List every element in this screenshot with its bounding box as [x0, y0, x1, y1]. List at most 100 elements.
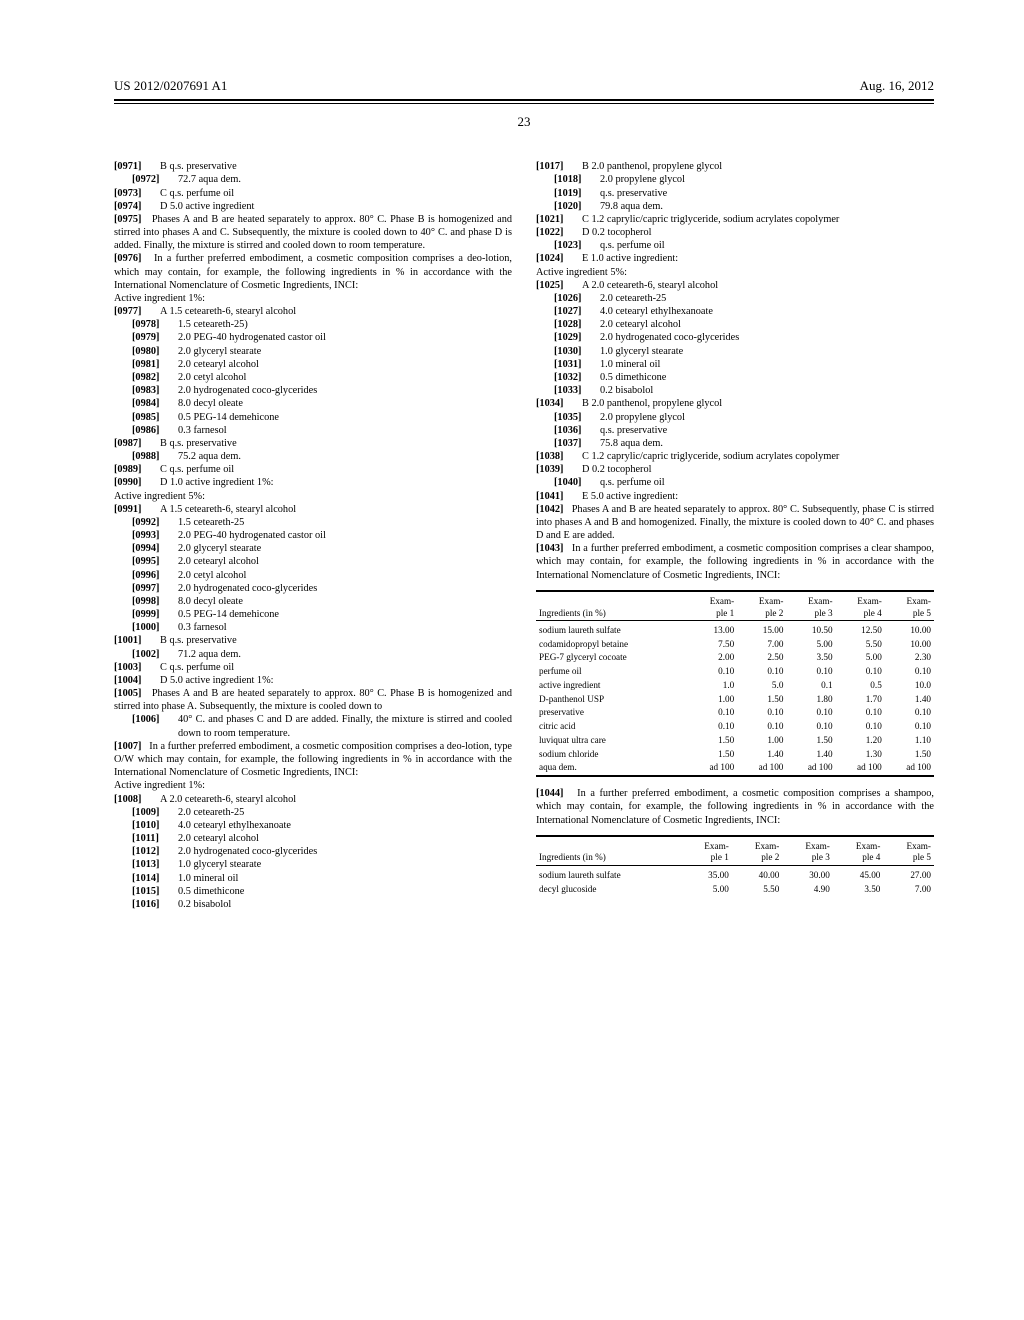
row-value: 5.00 [786, 638, 835, 652]
row-value: 1.00 [688, 693, 737, 707]
row-value: 1.50 [688, 748, 737, 762]
para-1028: [1028]2.0 cetearyl alcohol [536, 318, 934, 331]
row-label: aqua dem. [536, 761, 688, 776]
para-0971: [0971]B q.s. preservative [114, 160, 512, 173]
t1-col-1: Exam-ple 1 [688, 595, 737, 621]
row-value: 3.50 [833, 883, 884, 897]
para-1037: [1037]75.8 aqua dem. [536, 437, 934, 450]
row-label: PEG-7 glyceryl cocoate [536, 651, 688, 665]
para-1033: [1033]0.2 bisabolol [536, 384, 934, 397]
row-value: 5.00 [836, 651, 885, 665]
row-value: 13.00 [688, 624, 737, 638]
publication-date: Aug. 16, 2012 [860, 78, 934, 95]
row-value: 40.00 [732, 869, 783, 883]
row-value: ad 100 [688, 761, 737, 776]
row-value: 30.00 [782, 869, 833, 883]
para-1040: [1040]q.s. perfume oil [536, 476, 934, 489]
row-label: decyl glucoside [536, 883, 681, 897]
row-label: perfume oil [536, 665, 688, 679]
row-value: 0.10 [786, 720, 835, 734]
row-value: 10.0 [885, 679, 934, 693]
para-1024: [1024]E 1.0 active ingredient: [536, 252, 934, 265]
row-value: 5.50 [836, 638, 885, 652]
para-1015: [1015]0.5 dimethicone [114, 885, 512, 898]
table-row: D-panthenol USP1.001.501.801.701.40 [536, 693, 934, 707]
t2-header-label: Ingredients (in %) [536, 840, 681, 866]
row-value: 0.10 [836, 706, 885, 720]
para-0975: [0975] Phases A and B are heated separat… [114, 213, 512, 253]
para-0982: [0982]2.0 cetyl alcohol [114, 371, 512, 384]
para-1019: [1019]q.s. preservative [536, 187, 934, 200]
table-row: citric acid0.100.100.100.100.10 [536, 720, 934, 734]
row-value: 1.40 [885, 693, 934, 707]
t1-col-4: Exam-ple 4 [836, 595, 885, 621]
row-value: 5.00 [681, 883, 732, 897]
para-0992: [0992]1.5 ceteareth-25 [114, 516, 512, 529]
row-label: sodium chloride [536, 748, 688, 762]
row-value: 1.50 [786, 734, 835, 748]
active-1-label-b: Active ingredient 1%: [114, 779, 512, 792]
row-value: ad 100 [786, 761, 835, 776]
row-label: sodium laureth sulfate [536, 869, 681, 883]
para-1039: [1039]D 0.2 tocopherol [536, 463, 934, 476]
row-value: 0.10 [688, 720, 737, 734]
row-value: 0.10 [737, 706, 786, 720]
para-1038: [1038]C 1.2 caprylic/capric triglyceride… [536, 450, 934, 463]
content-columns: [0971]B q.s. preservative [0972]72.7 aqu… [114, 160, 934, 911]
row-value: 0.10 [885, 720, 934, 734]
para-1025: [1025]A 2.0 ceteareth-6, stearyl alcohol [536, 279, 934, 292]
row-label: luviquat ultra care [536, 734, 688, 748]
row-value: 5.0 [737, 679, 786, 693]
row-value: 45.00 [833, 869, 884, 883]
para-1035: [1035]2.0 propylene glycol [536, 411, 934, 424]
row-value: 0.10 [885, 706, 934, 720]
para-1026: [1026]2.0 ceteareth-25 [536, 292, 934, 305]
t2-col-1: Exam-ple 1 [681, 840, 732, 866]
row-value: 0.5 [836, 679, 885, 693]
row-value: 5.50 [732, 883, 783, 897]
para-1014: [1014]1.0 mineral oil [114, 872, 512, 885]
para-0972: [0972]72.7 aqua dem. [114, 173, 512, 186]
row-label: codamidopropyl betaine [536, 638, 688, 652]
row-value: 1.50 [737, 693, 786, 707]
table-row: luviquat ultra care1.501.001.501.201.10 [536, 734, 934, 748]
left-column: [0971]B q.s. preservative [0972]72.7 aqu… [114, 160, 512, 911]
para-0980: [0980]2.0 glyceryl stearate [114, 345, 512, 358]
t2-col-4: Exam-ple 4 [833, 840, 884, 866]
row-value: 1.20 [836, 734, 885, 748]
para-0988: [0988]75.2 aqua dem. [114, 450, 512, 463]
row-value: 1.50 [885, 748, 934, 762]
row-value: 1.50 [688, 734, 737, 748]
para-1012: [1012]2.0 hydrogenated coco-glycerides [114, 845, 512, 858]
para-0993: [0993]2.0 PEG-40 hydrogenated castor oil [114, 529, 512, 542]
para-0987: [0987]B q.s. preservative [114, 437, 512, 450]
table-row: codamidopropyl betaine7.507.005.005.5010… [536, 638, 934, 652]
para-1002: [1002]71.2 aqua dem. [114, 648, 512, 661]
t2-col-2: Exam-ple 2 [732, 840, 783, 866]
para-0976: [0976] In a further preferred embodiment… [114, 252, 512, 292]
para-1027: [1027]4.0 cetearyl ethylhexanoate [536, 305, 934, 318]
active-1-label: Active ingredient 1%: [114, 292, 512, 305]
para-1018: [1018]2.0 propylene glycol [536, 173, 934, 186]
para-1007: [1007] In a further preferred embodiment… [114, 740, 512, 780]
row-value: 1.80 [786, 693, 835, 707]
row-value: 1.30 [836, 748, 885, 762]
para-0996: [0996]2.0 cetyl alcohol [114, 569, 512, 582]
table-row: decyl glucoside5.005.504.903.507.00 [536, 883, 934, 897]
table-row: aqua dem.ad 100ad 100ad 100ad 100ad 100 [536, 761, 934, 776]
row-value: 10.00 [885, 624, 934, 638]
row-value: 3.50 [786, 651, 835, 665]
t1-header-label: Ingredients (in %) [536, 595, 688, 621]
para-1006: [1006]40° C. and phases C and D are adde… [114, 713, 512, 739]
para-1036: [1036]q.s. preservative [536, 424, 934, 437]
para-1032: [1032]0.5 dimethicone [536, 371, 934, 384]
table-row: sodium laureth sulfate35.0040.0030.0045.… [536, 869, 934, 883]
row-value: 7.00 [883, 883, 934, 897]
para-1021: [1021]C 1.2 caprylic/capric triglyceride… [536, 213, 934, 226]
para-1010: [1010]4.0 cetearyl ethylhexanoate [114, 819, 512, 832]
para-0979: [0979]2.0 PEG-40 hydrogenated castor oil [114, 331, 512, 344]
table-row: active ingredient1.05.00.10.510.0 [536, 679, 934, 693]
row-value: ad 100 [836, 761, 885, 776]
table-row: sodium laureth sulfate13.0015.0010.5012.… [536, 624, 934, 638]
t1-col-3: Exam-ple 3 [786, 595, 835, 621]
